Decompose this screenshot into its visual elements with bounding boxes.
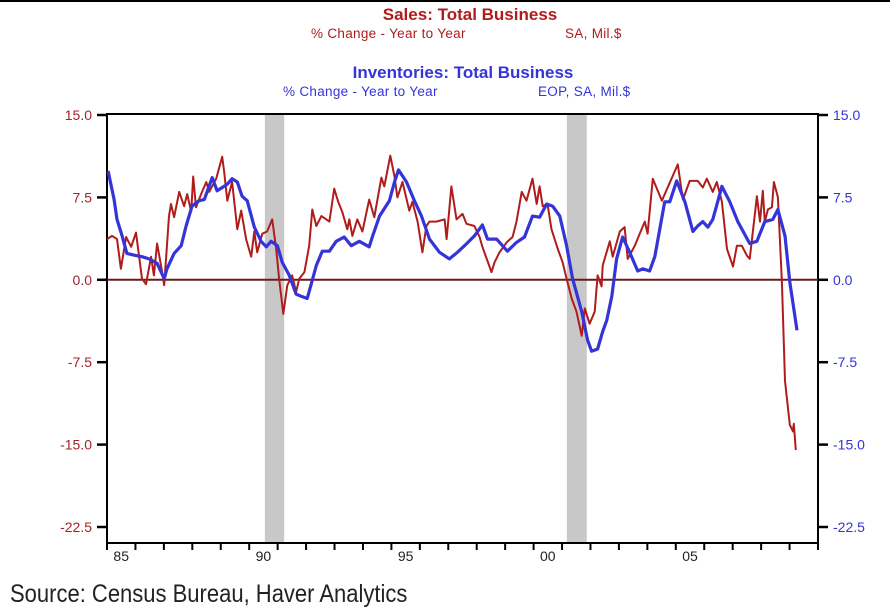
plot-frame — [106, 113, 819, 544]
sales-line — [106, 154, 797, 451]
x-tick-label: 05 — [682, 548, 698, 564]
sales-subtitle-right: SA, Mil.$ — [565, 26, 622, 41]
x-tick-label: 00 — [540, 548, 556, 564]
right-y-tick-label: -22.5 — [833, 519, 865, 535]
right-y-tick-label: 15.0 — [833, 107, 860, 123]
x-tick-label: 95 — [398, 548, 414, 564]
left-y-tick-label: 0.0 — [73, 272, 93, 288]
chart-titles: Sales: Total Business % Change - Year to… — [283, 5, 631, 99]
inventories-line — [106, 168, 799, 353]
left-y-tick-label: -7.5 — [68, 354, 92, 370]
x-tick-label: 85 — [113, 548, 129, 564]
right-y-tick-label: -7.5 — [833, 354, 857, 370]
axes: 15.0 15.0 7.5 7.5 0.0 0.0 -7.5 -7.5 -15.0 -15.0 -2… — [60, 107, 865, 564]
left-y-tick-label: 15.0 — [65, 107, 92, 123]
inventories-subtitle-left: % Change - Year to Year — [283, 84, 438, 99]
recession-band — [264, 114, 285, 543]
source-note: Source: Census Bureau, Haver Analytics — [10, 580, 408, 608]
recession-bands — [264, 114, 587, 543]
right-y-tick-label: 0.0 — [833, 272, 853, 288]
inventories-subtitle-right: EOP, SA, Mil.$ — [538, 84, 631, 99]
sales-title: Sales: Total Business — [383, 5, 557, 24]
inventories-title: Inventories: Total Business — [353, 63, 574, 82]
recession-band — [566, 114, 587, 543]
series-lines — [106, 154, 799, 451]
left-y-tick-label: 7.5 — [73, 189, 93, 205]
right-y-tick-label: -15.0 — [833, 437, 865, 453]
top-border — [0, 0, 890, 2]
x-tick-label: 90 — [256, 548, 272, 564]
sales-subtitle-left: % Change - Year to Year — [311, 26, 466, 41]
left-y-tick-label: -22.5 — [60, 519, 92, 535]
left-y-tick-label: -15.0 — [60, 437, 92, 453]
right-y-tick-label: 7.5 — [833, 189, 853, 205]
